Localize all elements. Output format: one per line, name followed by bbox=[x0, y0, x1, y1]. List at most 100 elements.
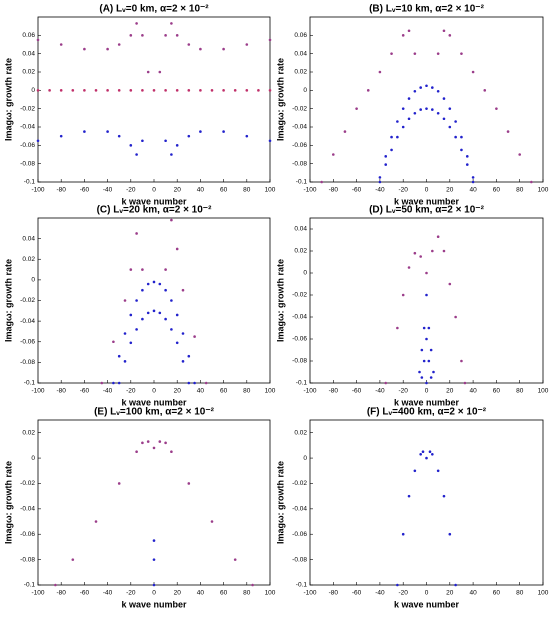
point bbox=[94, 520, 98, 523]
y-tick-label: -0.08 bbox=[292, 556, 307, 563]
x-tick-label: 20 bbox=[446, 187, 454, 194]
point bbox=[152, 558, 156, 561]
point bbox=[129, 268, 133, 271]
x-tick-label: 0 bbox=[425, 388, 429, 395]
point bbox=[175, 313, 179, 317]
chart-title: (D) Lᵥ=50 km, α=2 × 10⁻² bbox=[369, 205, 485, 216]
point bbox=[454, 120, 457, 123]
point bbox=[129, 313, 133, 317]
point bbox=[495, 107, 498, 110]
point bbox=[123, 360, 127, 363]
point bbox=[141, 139, 144, 143]
x-tick-label: 80 bbox=[243, 590, 251, 597]
x-tick-label: 0 bbox=[425, 187, 429, 194]
point bbox=[222, 130, 225, 133]
x-tick-label: 20 bbox=[174, 388, 182, 395]
point bbox=[401, 293, 405, 297]
point bbox=[117, 89, 121, 92]
y-tick-label: 0.02 bbox=[294, 69, 307, 76]
x-tick-label: 100 bbox=[265, 187, 276, 194]
x-tick-label: -60 bbox=[352, 388, 362, 395]
chart-title: (F) Lᵥ=400 km, α=2 × 10⁻² bbox=[367, 407, 487, 418]
x-tick-label: -80 bbox=[329, 187, 339, 194]
x-tick-label: -20 bbox=[398, 187, 408, 194]
x-tick-label: -40 bbox=[375, 388, 385, 395]
x-tick-label: -80 bbox=[329, 590, 339, 597]
point bbox=[123, 299, 127, 302]
point bbox=[59, 43, 63, 46]
chart-title: (C) Lᵥ=20 km, α=2 × 10⁻² bbox=[97, 205, 213, 216]
point bbox=[413, 52, 417, 55]
point bbox=[100, 381, 104, 385]
point bbox=[390, 148, 393, 152]
point bbox=[112, 340, 115, 344]
plot-frame bbox=[37, 217, 271, 384]
point bbox=[164, 288, 167, 292]
y-tick-label: -0.06 bbox=[292, 531, 307, 538]
x-tick-label: 100 bbox=[265, 388, 276, 395]
point bbox=[199, 130, 202, 133]
x-tick-label: 80 bbox=[243, 388, 251, 395]
point bbox=[170, 153, 173, 156]
point bbox=[152, 89, 156, 92]
point bbox=[378, 176, 382, 179]
point bbox=[429, 348, 433, 352]
point bbox=[448, 107, 452, 110]
point bbox=[518, 153, 521, 156]
x-tick-label: -60 bbox=[80, 187, 90, 194]
point bbox=[164, 139, 167, 143]
x-tick-label: 40 bbox=[469, 388, 477, 395]
point bbox=[268, 139, 272, 143]
point bbox=[222, 89, 225, 92]
point bbox=[83, 47, 86, 51]
point bbox=[251, 583, 254, 587]
point bbox=[129, 34, 133, 37]
y-tick-label: 0.02 bbox=[294, 248, 307, 255]
point bbox=[442, 117, 446, 121]
point bbox=[420, 348, 424, 352]
point bbox=[193, 381, 196, 385]
y-tick-label: -0.04 bbox=[20, 318, 35, 325]
y-tick-label: 0.02 bbox=[22, 429, 35, 436]
x-tick-label: -40 bbox=[103, 388, 113, 395]
y-tick-label: -0.1 bbox=[24, 179, 36, 186]
y-tick-label: -0.04 bbox=[292, 314, 307, 321]
point bbox=[146, 282, 150, 286]
y-tick-label: 0.04 bbox=[22, 50, 35, 57]
x-tick-label: 100 bbox=[265, 590, 276, 597]
point bbox=[436, 235, 440, 238]
point bbox=[141, 34, 144, 37]
x-tick-label: -20 bbox=[126, 388, 136, 395]
point bbox=[454, 135, 457, 139]
point bbox=[431, 452, 434, 456]
plot-frame bbox=[309, 419, 544, 586]
point bbox=[418, 370, 421, 374]
point bbox=[419, 108, 422, 111]
y-axis-label: Imagω: growth rate bbox=[275, 461, 285, 544]
point bbox=[106, 47, 109, 51]
point bbox=[425, 456, 428, 460]
y-axis-label: Imagω: growth rate bbox=[275, 58, 285, 141]
x-tick-label: -40 bbox=[103, 187, 113, 194]
point bbox=[429, 376, 433, 379]
point bbox=[396, 583, 399, 587]
point bbox=[390, 135, 393, 139]
point bbox=[152, 583, 156, 587]
x-axis-label: k wave number bbox=[394, 599, 460, 609]
chart-title: (A) Lᵥ=0 km, α=2 × 10⁻² bbox=[99, 4, 209, 15]
chart-title: (B) Lᵥ=10 km, α=2 × 10⁻² bbox=[369, 4, 485, 15]
x-tick-label: 80 bbox=[516, 187, 524, 194]
x-tick-label: -100 bbox=[303, 388, 316, 395]
point bbox=[54, 583, 57, 587]
point bbox=[193, 335, 196, 338]
point bbox=[448, 125, 452, 129]
x-tick-label: -80 bbox=[329, 388, 339, 395]
point bbox=[164, 89, 167, 92]
x-tick-label: 0 bbox=[425, 590, 429, 597]
x-tick-label: -40 bbox=[103, 590, 113, 597]
y-tick-label: 0.02 bbox=[22, 256, 35, 263]
y-tick-label: 0.04 bbox=[294, 50, 307, 57]
x-tick-label: 40 bbox=[197, 187, 205, 194]
point bbox=[152, 280, 156, 284]
x-tick-label: -100 bbox=[31, 187, 44, 194]
